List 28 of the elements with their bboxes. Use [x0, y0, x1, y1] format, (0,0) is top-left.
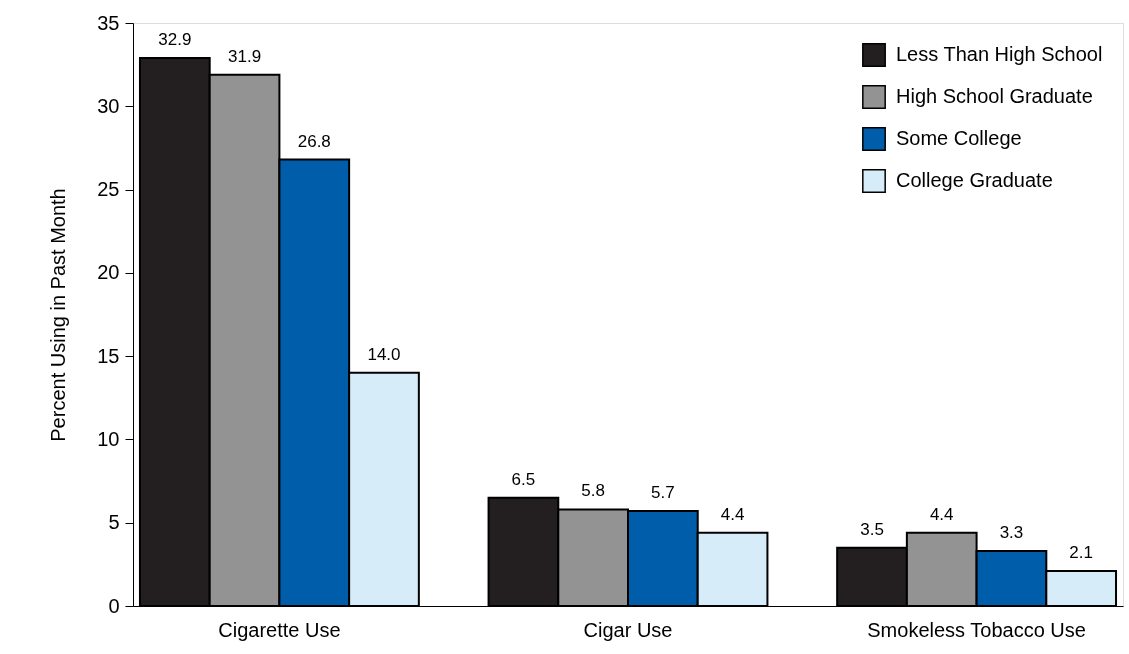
y-tick-label: 10 — [97, 427, 120, 450]
y-tick-label: 0 — [108, 594, 120, 617]
y-tick-label: 20 — [97, 261, 120, 284]
x-tick-label: Cigar Use — [583, 618, 673, 641]
text: 3.5 — [860, 519, 884, 539]
text: 4.4 — [929, 504, 954, 524]
x-tick-label: Cigarette Use — [218, 618, 341, 641]
x-tick-label: Smokeless Tobacco Use — [867, 618, 1086, 641]
y-tick-label: 35 — [97, 11, 120, 34]
y-tick-label: 5 — [108, 511, 120, 534]
text: 31.9 — [228, 46, 262, 66]
text: 2.1 — [1069, 543, 1093, 563]
text: 26.8 — [297, 131, 331, 151]
legend-label: Less Than High School — [896, 43, 1103, 65]
legend-label: College Graduate — [896, 169, 1053, 191]
text: 4.4 — [720, 504, 745, 524]
text: 5.7 — [651, 483, 675, 503]
legend-label: Some College — [896, 127, 1022, 149]
legend-label: High School Graduate — [896, 85, 1093, 107]
text: 5.8 — [581, 481, 605, 501]
y-tick-label: 15 — [97, 344, 120, 367]
text: 14.0 — [367, 344, 401, 364]
y-tick-label: 25 — [97, 178, 120, 201]
text: 3.3 — [999, 523, 1024, 543]
y-axis-title: Percent Using in Past Month — [47, 188, 70, 442]
y-tick-label: 30 — [97, 94, 120, 117]
text: 32.9 — [158, 29, 192, 49]
text: 6.5 — [511, 469, 536, 489]
